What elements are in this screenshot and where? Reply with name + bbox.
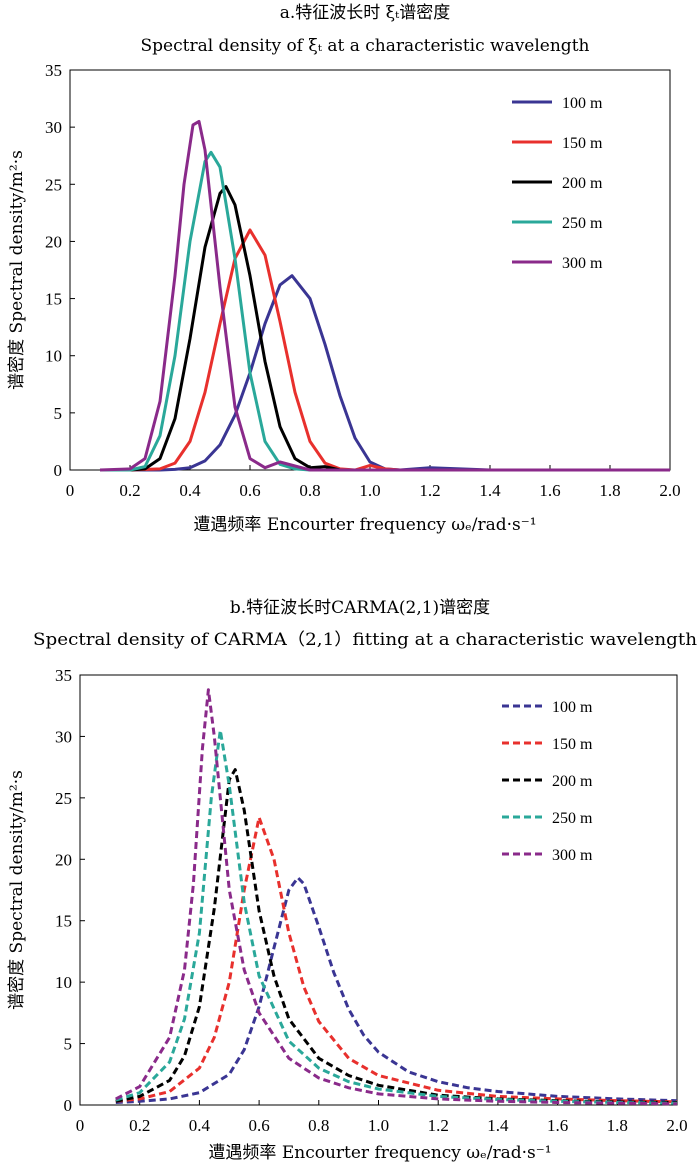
- y-tick-label: 15: [45, 290, 62, 309]
- x-tick-label: 0.8: [308, 1116, 329, 1135]
- x-tick-label: 0.6: [248, 1116, 269, 1135]
- x-tick-label: 1.0: [359, 481, 380, 500]
- y-tick-label: 30: [55, 727, 72, 746]
- y-tick-label: 35: [45, 61, 62, 80]
- y-tick-label: 10: [55, 973, 72, 992]
- x-tick-label: 0.4: [189, 1116, 211, 1135]
- chart-a-title-cn: a.特征波长时 ξₜ谱密度: [280, 3, 451, 23]
- legend-label: 100 m: [552, 699, 593, 716]
- x-tick-label: 0.2: [119, 481, 140, 500]
- y-tick-label: 35: [55, 666, 72, 685]
- legend-label: 200 m: [552, 773, 593, 790]
- x-tick-label: 0: [76, 1116, 85, 1135]
- x-tick-label: 2.0: [659, 481, 680, 500]
- x-tick-label: 1.8: [607, 1116, 628, 1135]
- x-tick-label: 1.8: [599, 481, 620, 500]
- y-tick-label: 25: [55, 789, 72, 808]
- legend-label: 100 m: [562, 95, 603, 112]
- y-tick-label: 0: [54, 461, 63, 480]
- x-tick-label: 1.4: [487, 1116, 509, 1135]
- x-tick-label: 2.0: [666, 1116, 687, 1135]
- x-tick-label: 0.6: [239, 481, 260, 500]
- chart-a-legend: 100 m 150 m 200 m 250 m 300 m: [512, 95, 603, 272]
- chart-b-title-cn: b.特征波长时CARMA(2,1)谱密度: [230, 598, 490, 618]
- series-line-250m: [115, 728, 678, 1105]
- x-tick-label: 1.2: [419, 481, 440, 500]
- series-line-100m: [100, 274, 670, 472]
- chart-a: a.特征波长时 ξₜ谱密度 Spectral density of ξₜ at …: [7, 3, 681, 535]
- chart-b-axis-ticks: 0 0.2 0.4 0.6 0.8 1.0 1.2 1.4 1.6 1.8 2.0 0 5 10 15 20 2…: [55, 666, 688, 1135]
- x-tick-label: 1.6: [547, 1116, 568, 1135]
- y-tick-label: 5: [54, 404, 63, 423]
- x-tick-label: 0.4: [179, 481, 201, 500]
- x-tick-label: 0: [66, 481, 75, 500]
- x-tick-label: 1.6: [539, 481, 560, 500]
- series-line-200m: [115, 768, 678, 1104]
- series-line-100m: [115, 876, 678, 1104]
- y-tick-label: 5: [64, 1035, 73, 1054]
- series-line-300m: [115, 688, 678, 1106]
- chart-b-series-lines: [115, 688, 678, 1106]
- chart-b-y-axis-label: 谱密度 Spectral density/m²·s: [7, 770, 27, 1010]
- legend-label: 200 m: [562, 175, 603, 192]
- chart-a-axis-ticks: 0 0.2 0.4 0.6 0.8 1.0 1.2 1.4 1.6 1.8 2.0 0 5 10 15 20 2…: [45, 61, 681, 500]
- y-tick-label: 15: [55, 912, 72, 931]
- x-tick-label: 0.2: [129, 1116, 150, 1135]
- y-tick-label: 0: [64, 1096, 73, 1115]
- y-tick-label: 30: [45, 118, 62, 137]
- y-tick-label: 20: [45, 232, 62, 251]
- chart-a-x-axis-label: 遭遇频率 Encourter frequency ωₑ/rad·s⁻¹: [193, 515, 536, 535]
- chart-b-x-axis-label: 遭遇频率 Encourter frequency ωₑ/rad·s⁻¹: [208, 1143, 551, 1163]
- x-tick-label: 0.8: [299, 481, 320, 500]
- chart-b-legend: 100 m 150 m 200 m 250 m 300 m: [502, 699, 593, 864]
- y-tick-label: 20: [55, 850, 72, 869]
- series-line-300m: [99, 119, 670, 472]
- chart-a-series-lines: [99, 119, 670, 472]
- legend-label: 250 m: [552, 810, 593, 827]
- chart-b: b.特征波长时CARMA(2,1)谱密度 Spectral density of…: [7, 598, 697, 1163]
- chart-b-title-en: Spectral density of CARMA（2,1）fitting at…: [33, 630, 697, 650]
- x-tick-label: 1.0: [368, 1116, 389, 1135]
- x-tick-label: 1.4: [479, 481, 501, 500]
- chart-a-y-axis-label: 谱密度 Spectral density/m²·s: [7, 150, 27, 390]
- x-tick-label: 1.2: [428, 1116, 449, 1135]
- legend-label: 250 m: [562, 215, 603, 232]
- series-line-250m: [100, 150, 670, 472]
- legend-label: 150 m: [562, 135, 603, 152]
- legend-label: 150 m: [552, 736, 593, 753]
- series-line-150m: [115, 816, 678, 1104]
- y-tick-label: 10: [45, 347, 62, 366]
- legend-label: 300 m: [552, 847, 593, 864]
- y-tick-label: 25: [45, 175, 62, 194]
- chart-a-title-en: Spectral density of ξₜ at a characterist…: [141, 36, 590, 56]
- legend-label: 300 m: [562, 255, 603, 272]
